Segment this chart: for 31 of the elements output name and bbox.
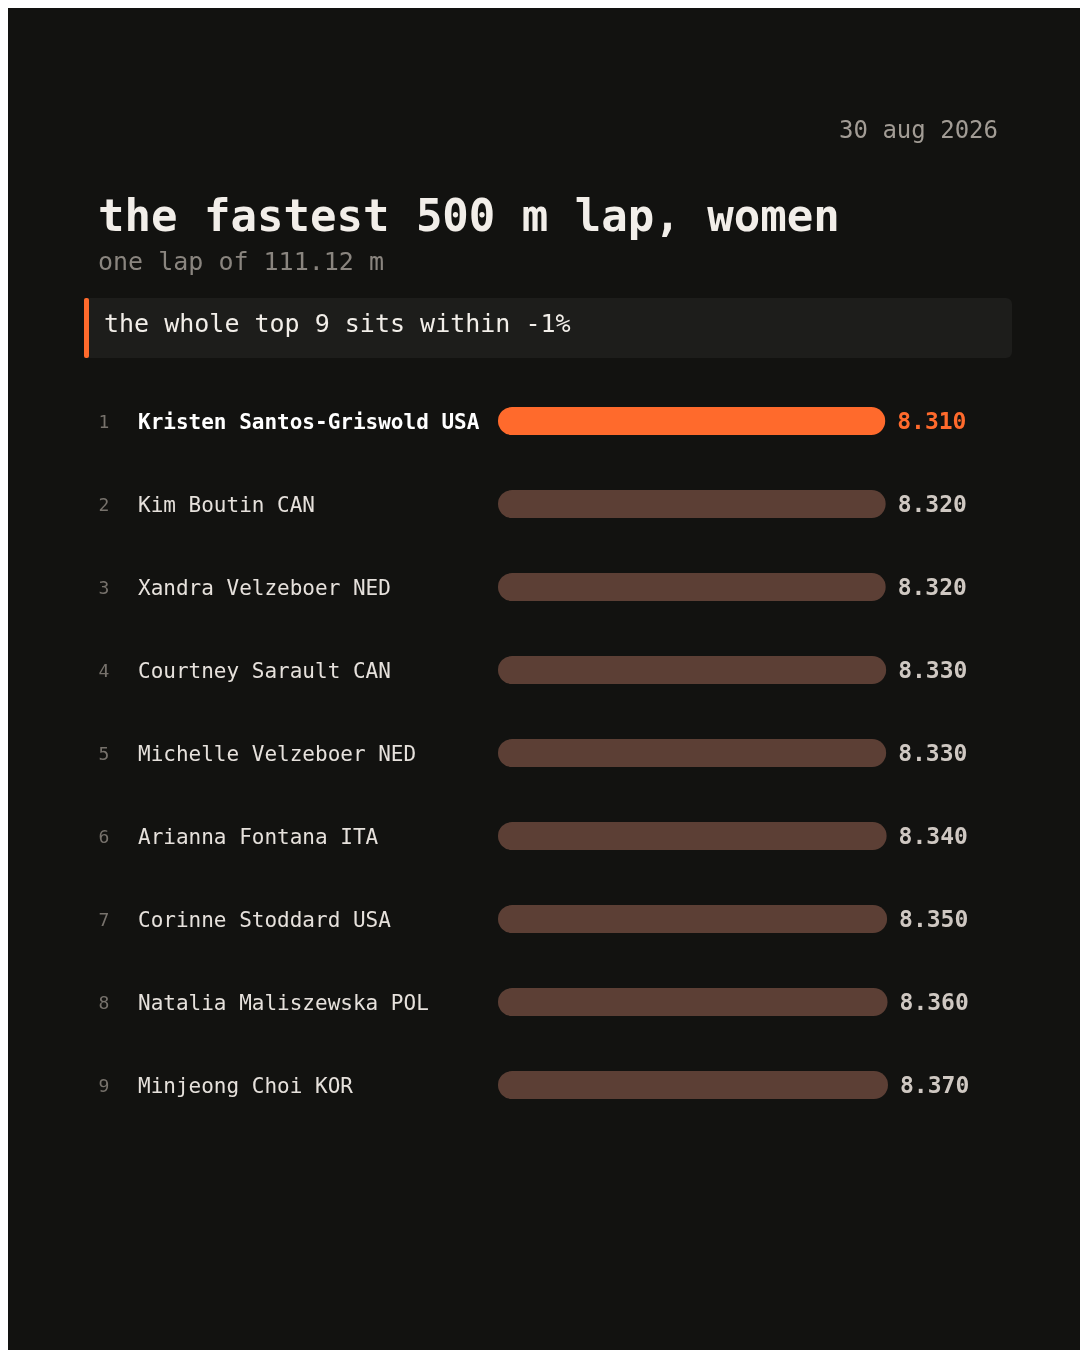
- text: 5: [98, 743, 110, 764]
- text: 8: [98, 992, 110, 1013]
- text: 6: [98, 826, 110, 847]
- y-tick-label: Arianna Fontana ITA: [138, 825, 379, 849]
- text: one lap of 111.12 m: [98, 247, 384, 276]
- data-label: 8.320: [897, 574, 967, 600]
- text: 2: [98, 494, 110, 515]
- y-tick-label: Courtney Sarault CAN: [138, 659, 391, 683]
- text: 9: [98, 1075, 110, 1096]
- data-label: 8.320: [897, 491, 967, 517]
- data-label: 8.370: [900, 1072, 970, 1098]
- text: 7: [98, 909, 110, 930]
- chart-title: the fastest 500 m lap, women: [98, 190, 840, 241]
- data-label: 8.330: [898, 740, 968, 766]
- y-tick-label: Natalia Maliszewska POL: [138, 991, 429, 1015]
- y-tick-label: Xandra Velzeboer NED: [138, 576, 391, 600]
- text: 1: [98, 411, 110, 432]
- text: 3: [98, 577, 110, 598]
- data-label: 8.340: [898, 823, 968, 849]
- data-label: 8.360: [899, 989, 969, 1015]
- data-label: 8.310: [897, 408, 967, 434]
- data-label: 8.350: [899, 906, 969, 932]
- text: the whole top 9 sits within -1%: [104, 309, 571, 338]
- text: 30 aug 2026: [839, 116, 998, 144]
- text: 4: [98, 660, 110, 681]
- y-tick-label: Corinne Stoddard USA: [138, 908, 392, 932]
- y-tick-label: Minjeong Choi KOR: [138, 1074, 354, 1098]
- y-tick-label: Kim Boutin CAN: [138, 493, 316, 517]
- y-tick-label: Kristen Santos-Griswold USA: [138, 410, 480, 434]
- data-label: 8.330: [898, 657, 968, 683]
- y-tick-label: Michelle Velzeboer NED: [138, 742, 417, 766]
